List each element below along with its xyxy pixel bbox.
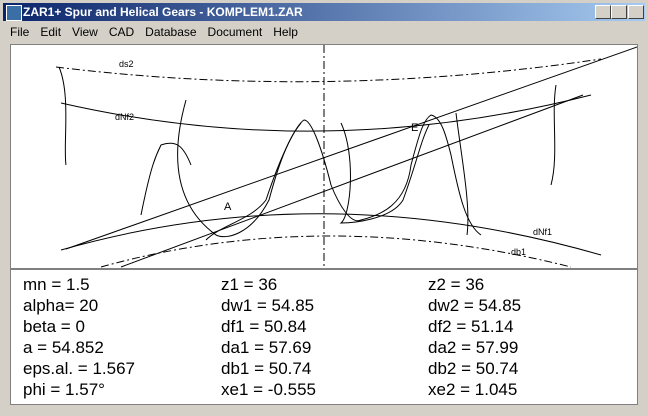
menu-bar: File Edit View CAD Database Document Help [3, 23, 302, 41]
parameter: df2 = 51.14 [428, 317, 514, 336]
app-icon [6, 5, 22, 21]
menu-item[interactable]: CAD [108, 25, 135, 39]
label-dNf1: dNf1 [533, 227, 552, 237]
parameter: a = 54.852 [23, 338, 104, 357]
parameter: db1 = 50.74 [221, 359, 312, 378]
parameter: z2 = 36 [428, 275, 485, 294]
parameter: da2 = 57.99 [428, 338, 519, 357]
maximize-button[interactable] [611, 5, 627, 19]
label-db1: db1 [511, 247, 526, 257]
parameter: xe2 = 1.045 [428, 380, 518, 399]
gear-canvas: ds2 dNf2 dNf1 db1 A E [55, 45, 638, 268]
parameter: db2 = 50.74 [428, 359, 519, 378]
parameter: phi = 1.57° [23, 380, 105, 399]
parameter: z1 = 36 [221, 275, 278, 294]
window-title: ZAR1+ Spur and Helical Gears - KOMPLEM1.… [23, 5, 303, 19]
gear-drawing: ds2 dNf2 dNf1 db1 A E [10, 44, 638, 269]
title-bar: ZAR1+ Spur and Helical Gears - KOMPLEM1.… [3, 3, 645, 21]
menu-item[interactable]: View [72, 25, 98, 39]
circle-dNf2 [60, 94, 592, 132]
menu-item[interactable]: Document [207, 25, 263, 39]
close-button[interactable] [628, 5, 644, 19]
label-E: E [411, 122, 418, 134]
top-gear-profile [58, 66, 557, 238]
minimize-button[interactable] [595, 5, 611, 19]
parameter: df1 = 50.84 [221, 317, 307, 336]
circle-ds2 [55, 58, 602, 83]
circle-dNf1 [60, 213, 602, 256]
parameter: xe1 = -0.555 [221, 380, 316, 399]
line-of-action [65, 46, 638, 250]
bottom-gear-profile [140, 114, 482, 241]
status-bar [3, 406, 645, 414]
circle-db1 [100, 235, 572, 268]
parameter: da1 = 57.69 [221, 338, 312, 357]
parameter: alpha= 20 [23, 296, 99, 315]
parameter: beta = 0 [23, 317, 85, 336]
label-A: A [224, 201, 232, 213]
parameter: dw1 = 54.85 [221, 296, 315, 315]
label-ds2: ds2 [119, 59, 134, 69]
label-dNf2: dNf2 [115, 112, 134, 122]
menu-item[interactable]: Help [273, 25, 298, 39]
parameter: eps.al. = 1.567 [23, 359, 136, 378]
menu-item[interactable]: Database [145, 25, 197, 39]
menu-item[interactable]: File [10, 25, 30, 39]
menu-item[interactable]: Edit [40, 25, 62, 39]
parameter: mn = 1.5 [23, 275, 90, 294]
line-of-action [120, 94, 584, 268]
parameter: dw2 = 54.85 [428, 296, 522, 315]
parameter-panel: mn = 1.5 z1 = 36 z2 = 36 alpha= 20 dw1 = 54.… [10, 269, 638, 405]
